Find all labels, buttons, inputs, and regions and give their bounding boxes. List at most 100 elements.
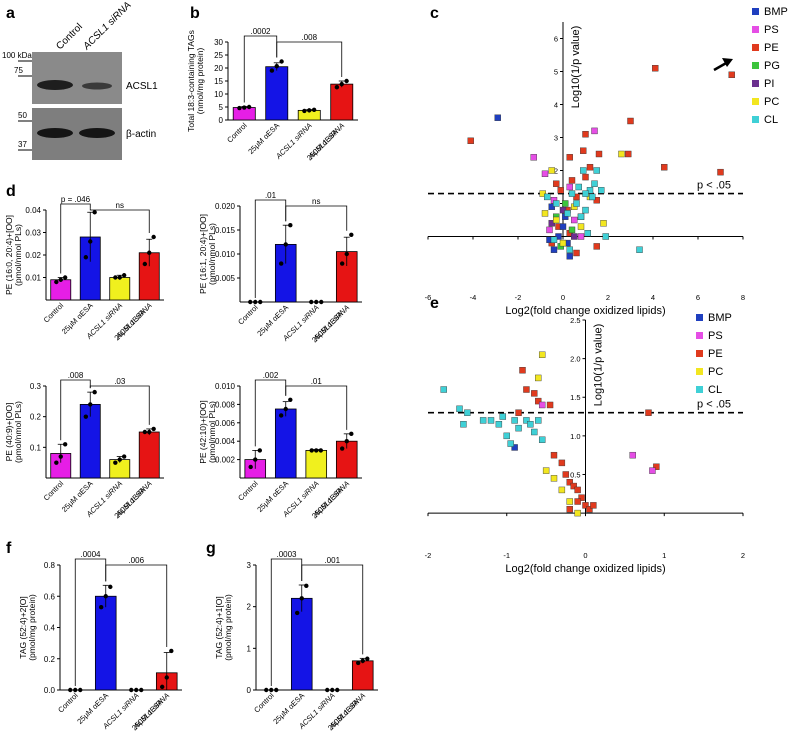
data-point-pc (559, 239, 567, 247)
data-point-pe (519, 367, 526, 374)
data-point-pe (580, 147, 587, 154)
significance-bracket (89, 385, 150, 425)
data-point (278, 413, 284, 418)
data-point-pc (542, 467, 550, 474)
y-tick-label: 20 (214, 64, 223, 73)
legend-swatch-cl (752, 116, 759, 123)
data-point (237, 105, 242, 111)
y-axis-label-units: (pmol/nmol PLs) (207, 401, 217, 463)
data-point (288, 223, 293, 228)
data-point-cl (544, 193, 551, 201)
legend-swatch-pc (752, 98, 759, 105)
data-point (117, 275, 122, 280)
data-point-pe (546, 401, 554, 409)
band-acsl1-sirna (82, 82, 112, 90)
x-tick-label: Control (56, 691, 80, 715)
data-point-pe (557, 187, 564, 194)
y-tick-label: 0.002 (215, 456, 236, 465)
data-point-cl (636, 246, 643, 253)
data-point (134, 687, 139, 693)
y-tick-label: 0.2 (30, 413, 42, 422)
data-point-cl (593, 167, 600, 174)
data-point-bmp (511, 444, 518, 451)
y-tick-label: 0.8 (44, 561, 56, 570)
significance-bracket (60, 379, 91, 441)
y-tick-label: 0.1 (30, 443, 42, 452)
data-point (344, 439, 349, 444)
data-point (246, 104, 252, 110)
data-point (242, 105, 247, 110)
bar (50, 279, 72, 301)
data-point-pg (562, 200, 569, 207)
data-point-pc (574, 509, 581, 517)
data-point-cl (589, 193, 596, 201)
band-label-acsl1: ACSL1 (126, 81, 158, 92)
data-point (142, 261, 148, 267)
x-tick-label: 0 (583, 551, 587, 560)
y-tick-label: 0.006 (215, 419, 236, 428)
legend-label-cl: CL (708, 384, 722, 396)
data-point-ps (577, 233, 585, 240)
y-tick-label: 0.02 (25, 251, 41, 260)
data-point (325, 687, 330, 693)
y-tick-label: 6 (554, 35, 558, 44)
data-point-pe (558, 459, 566, 467)
y-tick-label: 0.020 (215, 202, 236, 211)
data-point (68, 687, 73, 693)
data-point-bmp (548, 203, 555, 211)
data-point-cl (515, 424, 522, 432)
data-point-cl (511, 417, 518, 424)
y-tick-label: 15 (214, 77, 223, 86)
data-point-pe (582, 173, 589, 181)
legend-label-bmp: BMP (764, 6, 788, 18)
data-point-pe (582, 130, 589, 138)
data-point-pe (652, 64, 659, 72)
chart-d1: 0.01 0.02 0.03 0.04 PE (16:0, 20:4)+[OO] (pmo… (4, 195, 164, 342)
data-point (54, 460, 59, 465)
legend-swatch-ps (696, 332, 703, 339)
legend-swatch-bmp (696, 314, 703, 321)
data-point-pe (593, 196, 600, 204)
data-point-pe (653, 463, 660, 470)
data-point-pc (541, 210, 549, 217)
data-point-pe (578, 494, 585, 501)
data-point-pe (645, 409, 652, 416)
data-point-cl (591, 180, 598, 187)
data-point (283, 242, 288, 247)
data-point-pe (535, 397, 542, 405)
significance-label: .01 (265, 191, 277, 200)
data-point-cl (503, 432, 510, 440)
bar (109, 277, 131, 301)
data-point-pe (590, 502, 597, 509)
y-axis-label: PE (40:9)+[OO] (4, 403, 14, 462)
data-point (54, 279, 59, 285)
data-point-cl (566, 246, 573, 253)
data-point-pe (627, 117, 634, 125)
data-point-bmp (555, 233, 562, 240)
data-point (113, 460, 118, 465)
x-tick-label: Control (236, 479, 260, 503)
data-point (311, 107, 317, 113)
significance-bracket (285, 205, 348, 231)
data-point-cl (586, 187, 594, 194)
arrow-head (722, 58, 733, 67)
data-point-pe (625, 150, 632, 158)
bar (138, 431, 160, 479)
data-point (349, 232, 354, 237)
data-point-pe (717, 168, 724, 176)
y-axis-label-units: (pmol/mg protein) (223, 594, 233, 661)
y-tick-label: 10 (214, 90, 223, 99)
significance-label: ns (312, 197, 320, 206)
data-point (253, 299, 258, 305)
significance-bracket (276, 41, 343, 77)
data-point (269, 68, 275, 73)
chart-b: 0 5 10 15 20 25 30 Total 18:3-containing TAGs (n… (186, 27, 358, 162)
data-point-cl (575, 183, 582, 191)
data-point-cl (584, 229, 591, 237)
data-point-ps (591, 127, 598, 135)
y-tick-label: 3 (247, 561, 252, 570)
y-tick-label: 0.005 (215, 274, 236, 283)
bar (351, 660, 374, 691)
x-tick-label: 0 (561, 293, 565, 302)
